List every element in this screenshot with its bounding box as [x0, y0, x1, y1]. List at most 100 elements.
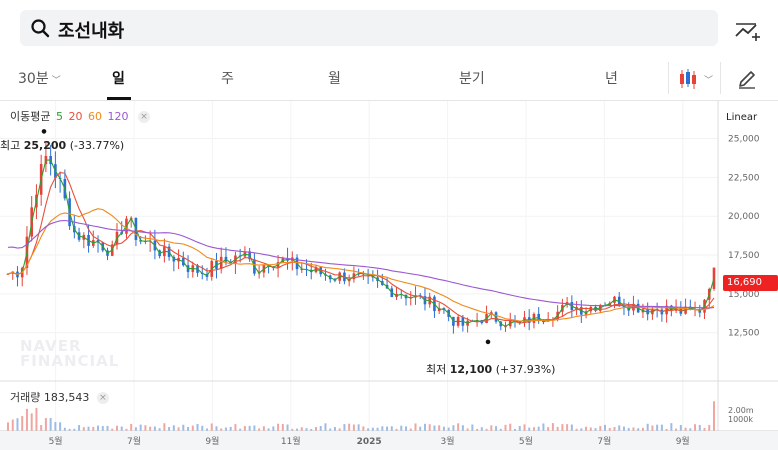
volume-bar	[433, 425, 436, 431]
volume-bar	[125, 428, 128, 431]
volume-bar	[115, 425, 118, 431]
watermark: NAVER FINANCIAL	[20, 339, 119, 369]
volume-bar	[163, 423, 166, 431]
volume-bar	[509, 423, 512, 431]
ma-title: 이동평균	[10, 110, 51, 123]
volume-bar	[234, 424, 237, 431]
tab-day[interactable]: 일	[112, 71, 125, 87]
volume-bar	[447, 427, 450, 431]
volume-bar	[656, 424, 659, 431]
volume-bar	[518, 425, 521, 431]
volume-bar	[44, 418, 47, 431]
volume-bar	[239, 428, 242, 431]
volume-bar	[310, 428, 313, 431]
close-icon[interactable]: ×	[96, 392, 109, 404]
volume-bar	[684, 427, 687, 431]
volume-bar	[63, 427, 66, 431]
volume-bar	[49, 417, 52, 431]
tab-30min[interactable]: 30분 ﹀	[18, 68, 61, 88]
volume-tick-label: 1000k	[728, 415, 753, 424]
volume-bar	[594, 428, 597, 431]
volume-bar	[438, 425, 441, 431]
close-icon[interactable]: ×	[137, 111, 150, 123]
divider	[668, 62, 669, 94]
volume-bar	[485, 428, 488, 431]
volume-bar	[457, 423, 460, 431]
volume-bar	[528, 427, 531, 431]
volume-bar	[703, 428, 706, 431]
volume-bar	[561, 424, 564, 431]
volume-bar	[651, 425, 654, 431]
tab-30min-label: 30분	[18, 71, 49, 87]
volume-bar	[78, 425, 81, 431]
watermark-line1: NAVER	[20, 337, 82, 355]
volume-bar	[286, 424, 289, 431]
search-box[interactable]: 조선내화	[20, 10, 718, 46]
volume-bar	[92, 426, 95, 431]
search-input[interactable]: 조선내화	[58, 21, 125, 42]
volume-bar	[480, 427, 483, 431]
volume-bar	[660, 424, 663, 431]
volume-bar	[35, 407, 38, 431]
ma5-line	[7, 159, 715, 327]
volume-bar	[106, 425, 109, 431]
compare-chart-icon[interactable]	[734, 16, 762, 42]
volume-bar	[149, 426, 152, 431]
candle-body	[6, 273, 10, 275]
x-tick-label: 5월	[49, 435, 63, 447]
volume-bar	[599, 426, 602, 431]
volume-bar	[7, 422, 9, 431]
volume-bar	[11, 419, 14, 431]
volume-bar	[134, 427, 137, 431]
low-marker	[485, 339, 491, 345]
tab-year[interactable]: 년	[605, 71, 618, 87]
volume-bar	[585, 426, 588, 431]
volume-bar	[637, 428, 640, 431]
pencil-icon[interactable]	[736, 68, 758, 90]
volume-bar	[16, 418, 19, 431]
volume-bar	[423, 423, 426, 431]
svg-text:﹀: ﹀	[704, 75, 713, 86]
x-tick-label: 7월	[127, 435, 141, 447]
volume-bar	[196, 424, 199, 431]
volume-bar	[390, 426, 393, 431]
volume-bar	[97, 425, 100, 431]
chevron-down-icon: ﹀	[51, 76, 61, 86]
volume-bar	[405, 426, 408, 431]
x-tick-label: 2025	[357, 437, 382, 447]
ma5-label: 5	[55, 110, 63, 123]
volume-bar	[542, 423, 545, 431]
tab-quarter[interactable]: 분기	[459, 71, 485, 87]
volume-bar	[215, 426, 218, 431]
price-chart[interactable]: 25,000 22,500 20,000 17,500 15,000 12,500 5월 7월…	[0, 101, 778, 450]
volume-bar	[490, 425, 493, 431]
volume-bar	[139, 424, 142, 431]
volume-bar	[442, 426, 445, 431]
y-tick-label: 17,500	[728, 251, 760, 261]
volume-bar	[272, 426, 275, 431]
volume-bar	[224, 427, 227, 431]
volume-bar	[300, 427, 303, 431]
candlestick-type-icon[interactable]: ﹀	[678, 68, 714, 90]
tab-month[interactable]: 월	[328, 71, 341, 87]
volume-bar	[551, 423, 554, 431]
volume-bar	[158, 428, 161, 431]
high-prefix: 최고	[0, 139, 21, 152]
volume-bar	[329, 428, 332, 431]
search-icon	[31, 19, 50, 38]
current-price-tag: 16,690	[723, 275, 778, 291]
volume-bar	[243, 426, 246, 431]
tab-week[interactable]: 주	[221, 71, 234, 87]
volume-bar	[153, 426, 156, 431]
scale-toggle[interactable]: Linear	[726, 112, 758, 123]
y-tick-label: 15,000	[728, 290, 760, 300]
volume-bar	[144, 425, 147, 431]
volume-bar	[220, 428, 223, 431]
volume-bar	[532, 427, 535, 431]
volume-bar	[419, 426, 422, 431]
y-tick-label: 12,500	[728, 329, 760, 339]
volume-bar	[338, 428, 341, 431]
volume-bar	[604, 424, 607, 431]
x-tick-label: 7월	[597, 435, 611, 447]
volume-bar	[495, 426, 498, 431]
